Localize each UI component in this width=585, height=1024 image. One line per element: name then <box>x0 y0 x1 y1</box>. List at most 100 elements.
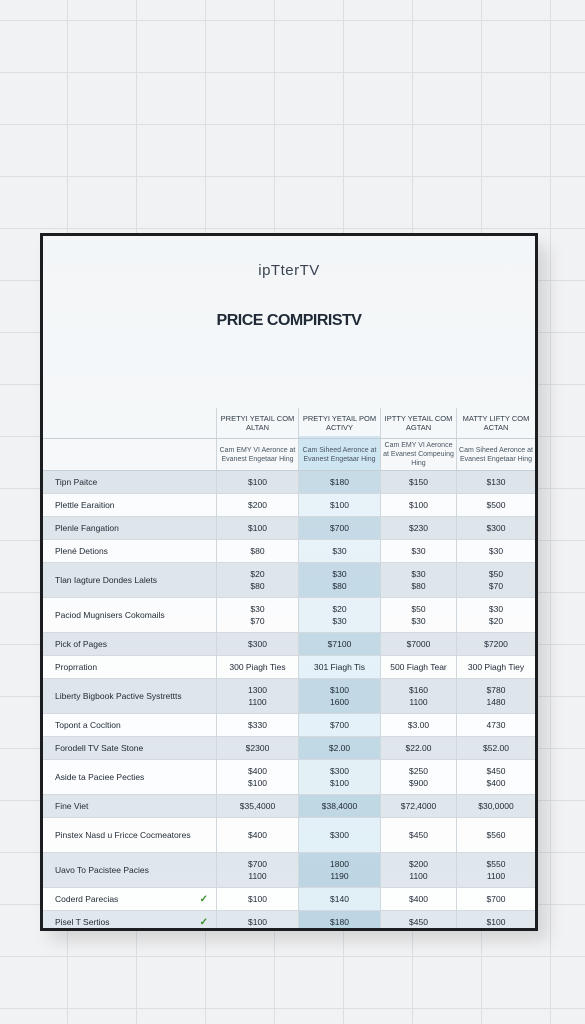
price-cell: $2300 <box>216 737 298 759</box>
price-cell: $450 <box>380 818 456 852</box>
price-value: $20 <box>332 604 347 614</box>
price-cell: $7200 <box>456 633 535 655</box>
price-cell: $230 <box>380 517 456 539</box>
row-label-text: Pick of Pages <box>55 638 107 649</box>
price-value: $72,4000 <box>400 801 437 811</box>
price-value: $100 <box>248 523 267 533</box>
price-value: 1100 <box>248 697 267 707</box>
price-cell: $30 <box>380 540 456 562</box>
price-cell: $100 1600 <box>298 679 380 713</box>
price-cell: $250 $900 <box>380 760 456 794</box>
price-value: $38,4000 <box>321 801 358 811</box>
price-value: $100 <box>330 685 349 695</box>
comparison-table: PRETYI YETAIL COM ALTAN PRETYI YETAIL PO… <box>43 408 535 928</box>
price-value: 1100 <box>248 871 267 881</box>
price-cell: 300 Piagh Tiey <box>456 656 535 678</box>
table-row: Liberty Bigbook Pactive Systrettts 1300 11… <box>43 679 535 714</box>
price-cell: $50 $30 <box>380 598 456 632</box>
price-value: $50 <box>411 604 426 614</box>
table-row: Paciod Mugnisers Cokomails $30 $70 $20 $30 $5… <box>43 598 535 633</box>
price-cell: $30 $80 <box>298 563 380 597</box>
price-cell: 301 Fiagh Tis <box>298 656 380 678</box>
price-value: $100 <box>248 778 267 788</box>
price-value: $160 <box>409 685 428 695</box>
price-value: 4730 <box>486 720 506 730</box>
price-value: $80 <box>250 546 265 556</box>
price-cell: $52.00 <box>456 737 535 759</box>
price-cell: $100 <box>216 471 298 493</box>
price-cell: $160 1100 <box>380 679 456 713</box>
price-cell: $300 <box>216 633 298 655</box>
table-row: Proprration 300 Piagh Ties 301 Fiagh Tis 50… <box>43 656 535 679</box>
price-value: $400 <box>248 830 267 840</box>
price-value: $100 <box>409 500 428 510</box>
price-value: $80 <box>332 581 347 591</box>
price-value: $300 <box>248 639 267 649</box>
table-row: Pinstex Nasd u Fricce Cocmeatores $400 $30… <box>43 818 535 853</box>
row-label-text: Plenle Fangation <box>55 522 119 533</box>
price-value: $30 <box>332 569 347 579</box>
price-value: $400 <box>248 766 267 776</box>
price-cell: $20 $30 <box>298 598 380 632</box>
price-value: $100 <box>248 917 267 927</box>
price-value: $7100 <box>327 639 352 649</box>
price-cell: $30 $20 <box>456 598 535 632</box>
table-row: Aside ta Paciee Pecties $400 $100 $300 $100 $… <box>43 760 535 795</box>
price-value: $100 <box>248 477 267 487</box>
price-value: $30 <box>488 604 504 614</box>
price-value: 1600 <box>330 697 349 707</box>
table-row: Plené Detions $80 $30 $30 $30 <box>43 540 535 563</box>
row-label: Liberty Bigbook Pactive Systrettts <box>43 679 216 713</box>
price-value: $400 <box>409 894 428 904</box>
price-value: $20 <box>250 569 265 579</box>
price-value: $30 <box>332 546 347 556</box>
table-row: Coderd Parecias ✓ $100 $140 $400 $700 <box>43 888 535 911</box>
page-title: PRICE COMPIRISTV <box>216 312 362 329</box>
price-value: 1480 <box>486 697 506 707</box>
price-cell: 4730 <box>456 714 535 736</box>
price-cell: $200 <box>216 494 298 516</box>
table-row: Uavo To Pacistee Pacies $700 1100 1800 1190 $… <box>43 853 535 888</box>
price-value: $180 <box>330 917 349 927</box>
price-value: $100 <box>330 778 349 788</box>
price-cell: $22.00 <box>380 737 456 759</box>
price-value: $200 <box>409 859 428 869</box>
row-label: Coderd Parecias ✓ <box>43 888 216 910</box>
price-value: $200 <box>248 500 267 510</box>
price-value: $130 <box>486 477 506 487</box>
price-value: $80 <box>250 581 265 591</box>
row-label-text: Topont a Cocltion <box>55 719 121 730</box>
price-cell: $50 $70 <box>456 563 535 597</box>
row-label-text: Paciod Mugnisers Cokomails <box>55 609 165 620</box>
price-cell: $180 <box>298 471 380 493</box>
price-cell: $140 <box>298 888 380 910</box>
table-row: Plettle Earaition $200 $100 $100 $500 <box>43 494 535 517</box>
price-cell: $450 <box>380 911 456 928</box>
price-value: $3.00 <box>407 720 430 730</box>
price-cell: 500 Fiagh Tear <box>380 656 456 678</box>
price-value: $450 <box>409 917 428 927</box>
table-row: Pick of Pages $300 $7100 $7000 $7200 <box>43 633 535 656</box>
row-label: Plenle Fangation <box>43 517 216 539</box>
price-cell: $300 <box>298 818 380 852</box>
price-value: $30 <box>250 604 265 614</box>
price-value: $70 <box>488 581 504 591</box>
row-label: Fine Viet <box>43 795 216 817</box>
price-value: 1100 <box>409 871 428 881</box>
column-subheader: Cam EMY VI Aeronce at Evanest Engetaar H… <box>216 439 298 470</box>
price-cell: $400 $100 <box>216 760 298 794</box>
row-label-text: Plettle Earaition <box>55 499 115 510</box>
row-label-text: Forodell TV Sate Stone <box>55 742 144 753</box>
row-label: Topont a Cocltion <box>43 714 216 736</box>
price-value: $30 <box>488 546 504 556</box>
price-value: $300 <box>330 766 349 776</box>
price-value: $700 <box>486 894 506 904</box>
price-value: $700 <box>248 859 267 869</box>
price-value: $330 <box>248 720 267 730</box>
checkmark-icon: ✓ <box>199 916 208 928</box>
column-header: PRETYI YETAIL POM ACTIVY <box>298 408 380 438</box>
price-value: $100 <box>486 917 506 927</box>
price-cell: 1800 1190 <box>298 853 380 887</box>
row-label: Pinstex Nasd u Fricce Cocmeatores <box>43 818 216 852</box>
row-label: Plettle Earaition <box>43 494 216 516</box>
